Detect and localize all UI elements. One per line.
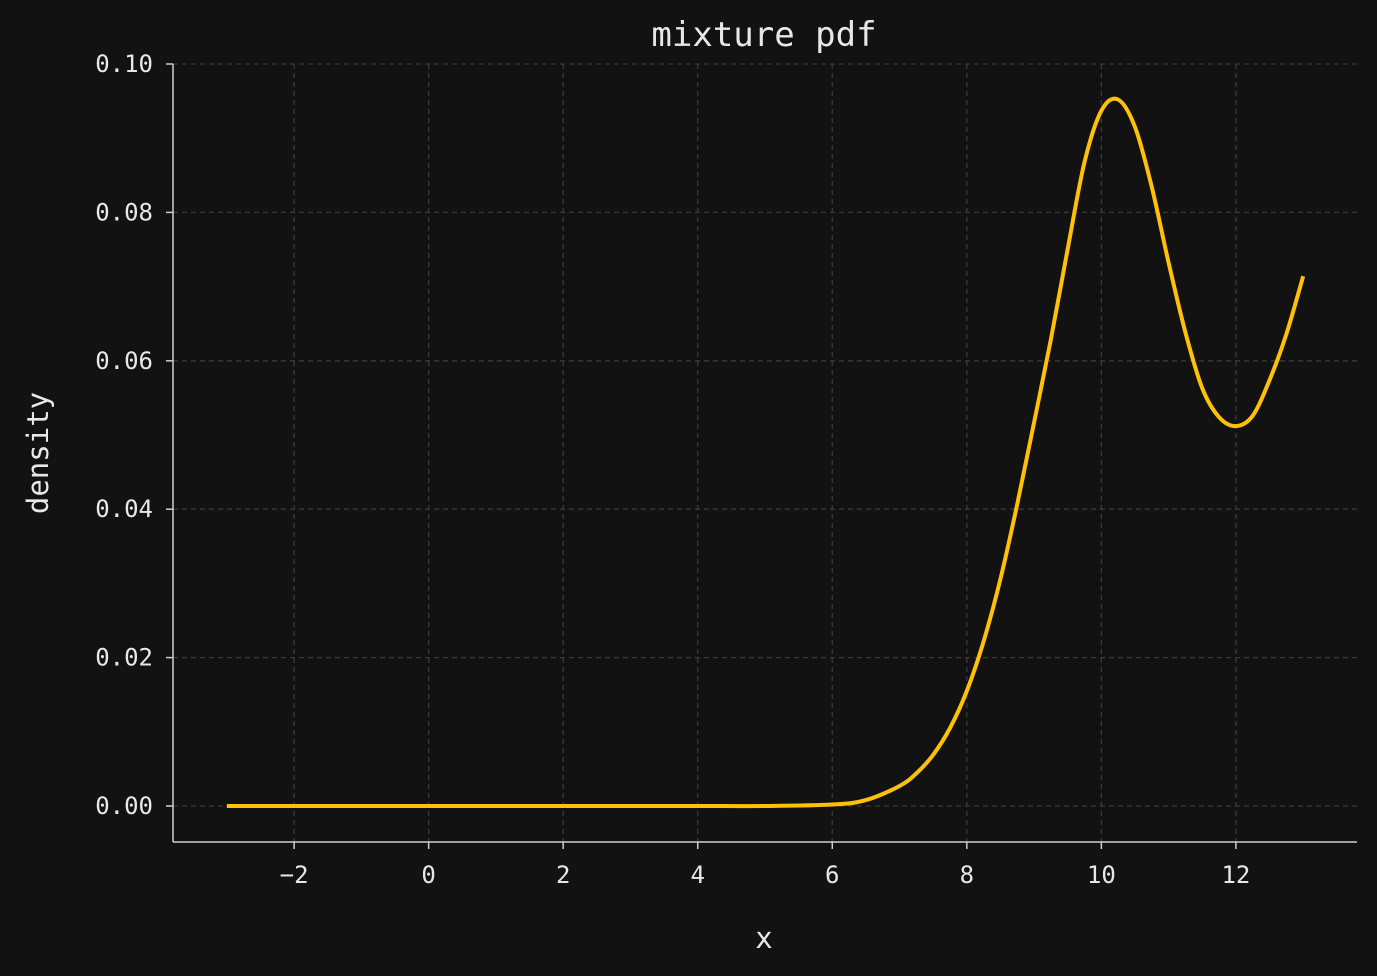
y-tick-label: 0.00 [95,792,153,820]
y-tick-label: 0.10 [95,50,153,78]
x-axis-label: x [755,921,772,955]
x-ticks: −2 0 2 4 6 8 10 12 [280,842,1250,889]
y-tick-label: 0.04 [95,495,153,523]
chart-title: mixture pdf [651,15,876,55]
x-tick-label: 8 [960,861,974,889]
density-curve [226,96,1306,809]
y-tick-label: 0.08 [95,198,153,226]
y-axis-label: density [21,392,55,514]
x-tick-label: 6 [825,861,839,889]
y-tick-label: 0.02 [95,644,153,672]
x-tick-label: 10 [1087,861,1116,889]
axes-spines [172,64,1357,843]
grid [173,63,1357,842]
x-tick-label: 4 [691,861,705,889]
x-tick-label: −2 [280,861,309,889]
x-tick-label: 12 [1221,861,1250,889]
x-tick-label: 2 [556,861,570,889]
y-ticks: 0.00 0.02 0.04 0.06 0.08 0.10 [95,50,173,820]
x-tick-label: 0 [421,861,435,889]
y-tick-label: 0.06 [95,347,153,375]
